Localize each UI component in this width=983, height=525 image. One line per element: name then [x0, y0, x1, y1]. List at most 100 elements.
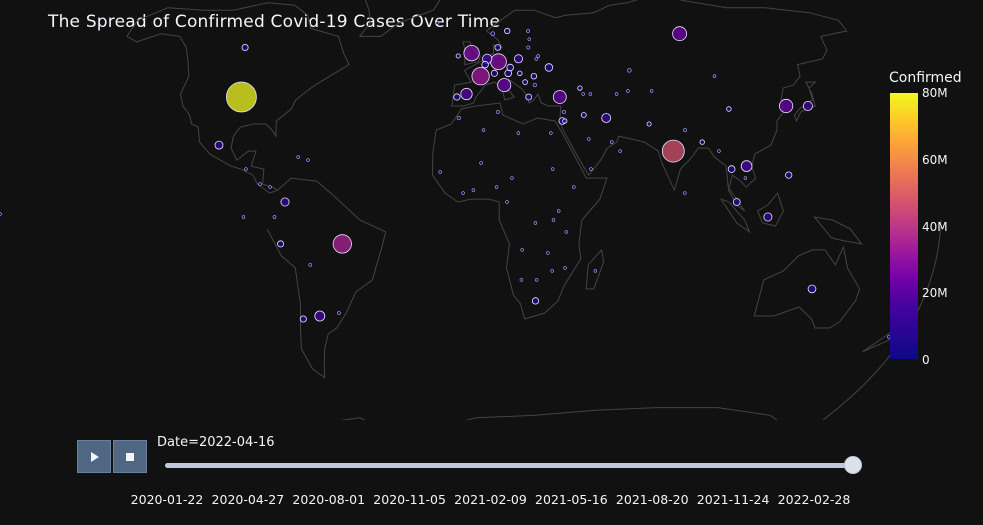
map-point[interactable] — [577, 85, 583, 91]
map-point[interactable] — [544, 63, 554, 72]
map-point[interactable] — [479, 161, 483, 165]
map-point[interactable] — [740, 160, 753, 172]
map-point[interactable] — [453, 93, 461, 101]
map-point[interactable] — [456, 115, 461, 121]
map-point[interactable] — [601, 113, 612, 123]
map-point[interactable] — [589, 167, 593, 171]
map-point[interactable] — [481, 60, 489, 69]
map-point[interactable] — [726, 106, 732, 112]
map-point[interactable] — [646, 121, 652, 127]
map-point[interactable] — [802, 101, 813, 112]
map-point[interactable] — [525, 93, 533, 101]
map-point[interactable] — [712, 74, 717, 78]
map-point[interactable] — [534, 278, 539, 282]
map-point[interactable] — [268, 185, 272, 189]
map-point[interactable] — [510, 176, 514, 180]
map-point[interactable] — [536, 54, 541, 58]
map-point[interactable] — [471, 188, 476, 192]
map-point[interactable] — [732, 198, 741, 206]
map-point[interactable] — [337, 311, 341, 315]
map-point[interactable] — [549, 131, 553, 135]
map-point[interactable] — [460, 87, 473, 101]
map-point[interactable] — [564, 230, 569, 234]
map-point[interactable] — [225, 81, 257, 113]
map-point[interactable] — [588, 92, 593, 96]
map-point[interactable] — [526, 29, 531, 33]
map-point[interactable] — [241, 44, 249, 52]
map-point[interactable] — [455, 53, 461, 59]
map-point[interactable] — [562, 118, 568, 124]
map-point[interactable] — [561, 109, 566, 115]
map-point[interactable] — [296, 155, 300, 159]
map-point[interactable] — [580, 112, 587, 118]
map-point[interactable] — [593, 269, 598, 273]
map-point[interactable] — [526, 45, 531, 50]
map-point[interactable] — [214, 140, 224, 150]
map-point[interactable] — [550, 167, 555, 171]
map-point[interactable] — [683, 128, 687, 133]
map-point[interactable] — [743, 176, 748, 180]
map-point[interactable] — [520, 248, 524, 252]
map-point[interactable] — [494, 44, 502, 51]
map-point[interactable] — [572, 185, 576, 189]
map-point[interactable] — [494, 185, 499, 189]
world-map-svg[interactable] — [0, 0, 983, 420]
geo-map[interactable] — [0, 0, 983, 420]
map-point[interactable] — [463, 44, 480, 62]
map-point[interactable] — [522, 79, 528, 85]
map-point[interactable] — [490, 69, 498, 77]
map-point[interactable] — [496, 110, 500, 114]
map-point[interactable] — [244, 167, 248, 171]
map-point[interactable] — [618, 149, 622, 153]
map-point[interactable] — [490, 31, 496, 36]
map-point[interactable] — [614, 92, 619, 96]
map-point[interactable] — [563, 266, 567, 270]
map-point[interactable] — [626, 89, 630, 93]
map-point[interactable] — [332, 234, 352, 254]
map-point[interactable] — [519, 278, 524, 282]
map-point[interactable] — [306, 158, 310, 162]
map-point[interactable] — [533, 221, 538, 225]
map-point[interactable] — [532, 83, 537, 88]
stop-button[interactable] — [113, 440, 147, 473]
map-point[interactable] — [471, 67, 490, 86]
map-point[interactable] — [314, 310, 326, 322]
map-point[interactable] — [546, 251, 550, 255]
map-point[interactable] — [517, 70, 523, 76]
map-point[interactable] — [672, 26, 687, 42]
map-point[interactable] — [551, 218, 556, 222]
map-point[interactable] — [490, 53, 507, 70]
map-point[interactable] — [435, 21, 440, 25]
map-point[interactable] — [683, 191, 687, 195]
map-point[interactable] — [727, 165, 736, 173]
date-slider-rail[interactable] — [165, 463, 853, 468]
map-point[interactable] — [504, 27, 511, 35]
map-point[interactable] — [531, 297, 540, 305]
map-point[interactable] — [778, 98, 794, 114]
map-point[interactable] — [272, 215, 277, 219]
map-point[interactable] — [241, 215, 246, 219]
map-point[interactable] — [581, 92, 585, 96]
map-point[interactable] — [481, 128, 486, 132]
map-point[interactable] — [717, 149, 721, 153]
map-point[interactable] — [661, 139, 685, 163]
map-point[interactable] — [258, 182, 262, 186]
map-point[interactable] — [0, 212, 2, 216]
map-point[interactable] — [461, 191, 465, 195]
map-point[interactable] — [530, 72, 538, 80]
map-point[interactable] — [807, 284, 817, 294]
map-point[interactable] — [514, 54, 524, 64]
map-point[interactable] — [438, 170, 442, 174]
map-point[interactable] — [550, 269, 554, 273]
date-slider-handle[interactable] — [844, 456, 862, 474]
play-button[interactable] — [77, 440, 111, 473]
map-point[interactable] — [299, 315, 307, 323]
map-point[interactable] — [649, 89, 654, 93]
map-point[interactable] — [534, 56, 539, 61]
map-point[interactable] — [699, 139, 705, 145]
map-point[interactable] — [308, 263, 313, 267]
map-point[interactable] — [497, 78, 512, 93]
map-point[interactable] — [280, 197, 290, 207]
map-point[interactable] — [587, 137, 591, 141]
map-point[interactable] — [506, 63, 514, 72]
